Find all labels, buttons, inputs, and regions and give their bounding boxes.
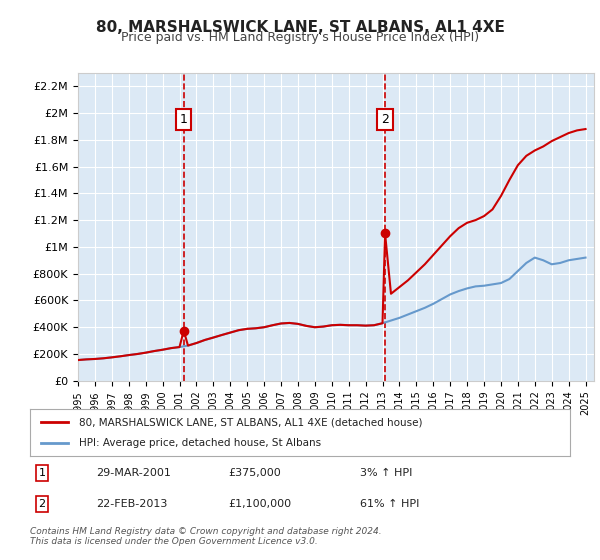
Text: Contains HM Land Registry data © Crown copyright and database right 2024.
This d: Contains HM Land Registry data © Crown c… xyxy=(30,526,382,546)
Text: 29-MAR-2001: 29-MAR-2001 xyxy=(96,468,171,478)
Text: 2: 2 xyxy=(381,113,389,126)
Text: HPI: Average price, detached house, St Albans: HPI: Average price, detached house, St A… xyxy=(79,438,321,448)
Text: 61% ↑ HPI: 61% ↑ HPI xyxy=(360,499,419,509)
Text: 1: 1 xyxy=(180,113,188,126)
Text: £1,100,000: £1,100,000 xyxy=(228,499,291,509)
Text: 22-FEB-2013: 22-FEB-2013 xyxy=(96,499,167,509)
Text: 1: 1 xyxy=(38,468,46,478)
Text: 80, MARSHALSWICK LANE, ST ALBANS, AL1 4XE: 80, MARSHALSWICK LANE, ST ALBANS, AL1 4X… xyxy=(95,20,505,35)
Text: 3% ↑ HPI: 3% ↑ HPI xyxy=(360,468,412,478)
Text: 2: 2 xyxy=(38,499,46,509)
Text: £375,000: £375,000 xyxy=(228,468,281,478)
Text: 80, MARSHALSWICK LANE, ST ALBANS, AL1 4XE (detached house): 80, MARSHALSWICK LANE, ST ALBANS, AL1 4X… xyxy=(79,417,422,427)
Text: Price paid vs. HM Land Registry's House Price Index (HPI): Price paid vs. HM Land Registry's House … xyxy=(121,31,479,44)
